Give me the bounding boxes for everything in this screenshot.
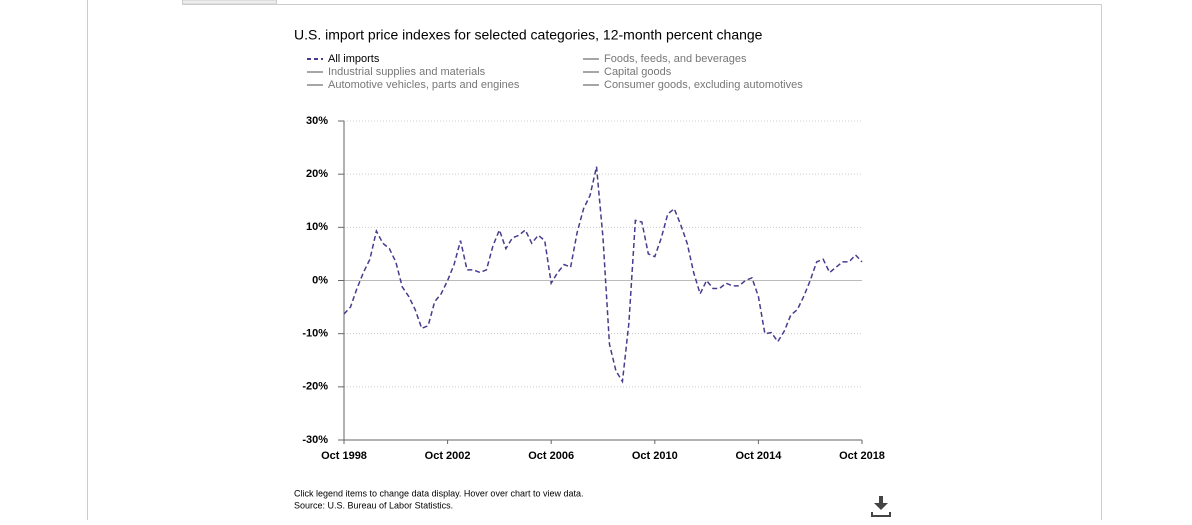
y-tick-label: -20% xyxy=(302,381,328,393)
legend-label[interactable]: Consumer goods, excluding automotives xyxy=(604,79,803,91)
data-line xyxy=(343,166,863,384)
legend-label[interactable]: All imports xyxy=(328,53,380,65)
tab[interactable] xyxy=(182,0,277,5)
legend-label[interactable]: Foods, feeds, and beverages xyxy=(604,53,747,65)
chart-title: U.S. import price indexes for selected c… xyxy=(294,27,763,43)
x-tick-label: Oct 2002 xyxy=(425,450,471,462)
legend-label[interactable]: Capital goods xyxy=(604,66,672,78)
y-tick-label: 10% xyxy=(306,221,328,233)
x-tick-label: Oct 2018 xyxy=(839,450,885,462)
y-tick-label: 30% xyxy=(306,115,328,127)
download-icon[interactable] xyxy=(871,496,891,517)
y-tick-label: -10% xyxy=(302,328,328,340)
legend-label[interactable]: Industrial supplies and materials xyxy=(328,66,486,78)
x-tick-label: Oct 2014 xyxy=(735,450,782,462)
x-tick-label: Oct 2006 xyxy=(528,450,574,462)
y-tick-label: -30% xyxy=(302,434,328,446)
x-tick-label: Oct 2010 xyxy=(632,450,678,462)
legend-label[interactable]: Automotive vehicles, parts and engines xyxy=(328,79,520,91)
source: Source: U.S. Bureau of Labor Statistics. xyxy=(294,500,453,510)
y-tick-label: 0% xyxy=(312,274,328,286)
y-tick-label: 20% xyxy=(306,168,328,180)
note: Click legend items to change data displa… xyxy=(294,488,583,498)
x-tick-label: Oct 1998 xyxy=(321,450,367,462)
